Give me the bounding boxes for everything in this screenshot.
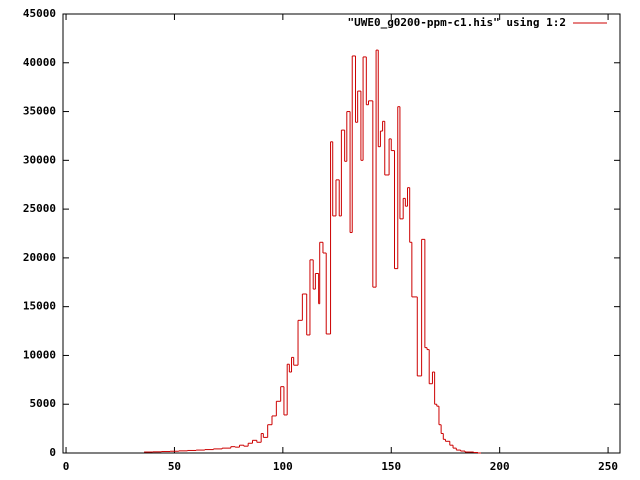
- x-tick-label: 50: [168, 460, 181, 473]
- y-tick-label: 45000: [23, 7, 56, 20]
- legend-label: "UWE0_g0200-ppm-c1.his" using 1:2: [347, 16, 566, 29]
- x-tick-label: 150: [381, 460, 401, 473]
- y-tick-label: 5000: [30, 397, 57, 410]
- y-tick-label: 20000: [23, 251, 56, 264]
- y-tick-label: 30000: [23, 153, 56, 166]
- x-tick-label: 250: [598, 460, 618, 473]
- y-tick-label: 15000: [23, 300, 56, 313]
- x-tick-label: 0: [63, 460, 70, 473]
- x-tick-label: 100: [273, 460, 293, 473]
- y-tick-label: 25000: [23, 202, 56, 215]
- x-tick-label: 200: [490, 460, 510, 473]
- y-tick-label: 10000: [23, 348, 56, 361]
- y-tick-label: 0: [49, 446, 56, 459]
- y-tick-label: 35000: [23, 105, 56, 118]
- y-tick-label: 40000: [23, 56, 56, 69]
- plot-frame: [62, 13, 621, 454]
